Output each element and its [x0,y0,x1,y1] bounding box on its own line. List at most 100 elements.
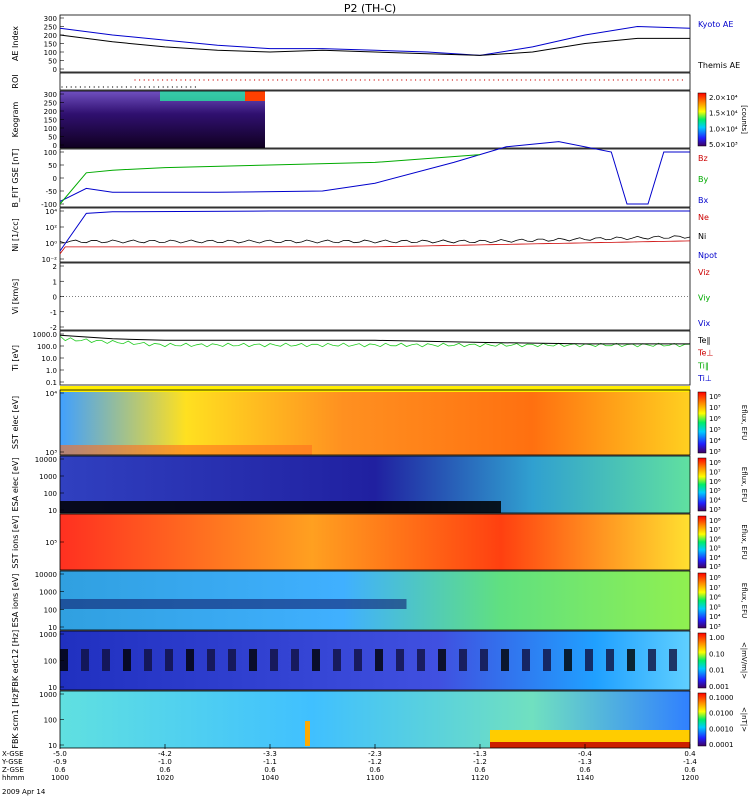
x-row-value: -1.1 [263,758,277,766]
colorbar-tick: 2.0×10⁴ [709,94,738,102]
y-tick-label: -1 [50,309,57,317]
y-tick-label: 2 [53,263,57,271]
colorbar-tick: 10⁴ [709,554,721,562]
y-tick-label: 10⁴ [45,208,57,216]
x-row-value: -3.3 [263,750,277,758]
x-row-value: 0.6 [579,766,591,774]
panel-ylabel: Vi [km/s] [11,279,20,315]
x-row-value: 1040 [261,774,279,782]
y-tick-label: 100 [44,606,57,614]
x-row-value: 1140 [576,774,594,782]
x-row-value: 1120 [471,774,489,782]
y-tick-label: 10² [45,224,57,232]
y-tick-label: 10³ [45,449,57,457]
colorbar-tick: 0.10 [709,650,725,658]
colorbar-tick: 10⁸ [709,574,721,582]
colorbar-tick: 10⁴ [709,437,721,445]
x-row-label: hhmm [2,774,25,782]
colorbar-tick: 0.01 [709,667,725,675]
y-tick-label: -50 [46,188,57,196]
y-tick-label: 10000 [35,456,57,464]
y-tick-label: 10 [48,684,57,692]
colorbar-tick: 1.00 [709,634,725,642]
colorbar [697,92,707,147]
colorbar [697,457,707,512]
panel-ylabel: Ni [1/cc] [11,218,20,252]
x-row-value: 0.6 [684,766,696,774]
colorbar-tick: 0.0100 [709,710,734,718]
x-row-value: -1.3 [473,750,487,758]
y-tick-label: 300 [44,15,57,23]
panel-bfit: B_FIT GSE [nT] 100 50 0 -50 -100 Bz By Bx [11,149,708,209]
y-tick-label: 300 [44,91,57,99]
y-tick-label: 0 [53,66,57,74]
y-tick-label: 100 [44,125,57,133]
colorbar-tick: 1.0×10⁴ [709,125,738,133]
colorbar-tick: 10³ [709,506,721,514]
panel-ylabel: Ti [eV] [11,345,20,372]
legend-entry: Ti∥ [697,361,709,370]
colorbar-label: Eflux, EFU [740,583,748,618]
colorbar-tick: 10³ [709,448,721,456]
colorbar-tick: 0.1000 [709,694,734,702]
colorbar [697,391,707,454]
y-tick-label: -100 [41,201,57,209]
y-tick-label: 10 [48,624,57,632]
y-tick-label: 200 [44,32,57,40]
y-tick-label: 10000 [35,571,57,579]
colorbar-label: <|nT|> [740,707,748,732]
y-tick-label: 1000 [39,691,57,699]
x-row-value: 0.6 [54,766,66,774]
legend-entry: Bx [698,196,708,205]
series-line-by [59,154,481,205]
colorbar-tick: 10⁵ [709,487,721,495]
y-tick-label: 0.1 [46,379,57,387]
colorbar-tick: 10³ [709,563,721,571]
legend-entry: Ti⊥ [697,374,712,383]
series-line-themis-ae [59,34,690,56]
panel-ylabel: ROI [11,74,20,88]
series-line-ti [59,334,690,345]
x-row-value: 0.6 [159,766,171,774]
x-row-label: Y-GSE [1,758,23,766]
y-tick-label: 0 [53,142,57,150]
x-row-value: 0.6 [474,766,486,774]
x-row-value: -0.4 [578,750,592,758]
series-line-bx [59,141,690,205]
panel-ylabel: SST elec [eV] [11,396,20,449]
x-axis: X-GSE -5.0 -4.2 -3.3 -2.3 -1.3 -0.4 0.4Y-GSE -0.… [1,744,699,796]
x-row-value: 0.6 [264,766,276,774]
colorbar-tick: 10⁶ [709,594,721,602]
legend-entry: Npot [698,251,717,260]
y-tick-label: 50 [48,162,57,170]
panel-ni: Ni [1/cc] 10⁴ 10² 10⁰ 10⁻² Ne Ni Npot [11,207,717,264]
x-row-value: -1.2 [368,758,382,766]
x-row-value: -2.3 [368,750,382,758]
legend-entry: Vix [698,319,711,328]
legend-entry: Ni [698,232,706,241]
colorbar-tick: 10⁴ [709,613,721,621]
colorbar-tick: 5.0×10³ [709,141,738,149]
series-line-kyoto-ae [59,25,691,56]
colorbar-label: Eflux, EFU [740,467,748,502]
y-tick-label: -2 [50,324,57,332]
panel-ylabel: ESA elec [eV] [11,458,20,512]
y-tick-label: 50 [48,134,57,142]
colorbar-tick: 10⁷ [709,404,721,412]
colorbar [697,572,707,629]
colorbar-tick: 10³ [709,623,721,631]
colorbar-tick: 10⁵ [709,426,721,434]
y-tick-label: 50 [48,58,57,66]
y-tick-label: 100 [44,149,57,157]
colorbar [697,692,707,747]
colorbar-tick: 10⁷ [709,584,721,592]
x-row-value: 1020 [156,774,174,782]
y-tick-label: 100 [44,717,57,725]
legend-entry: Ne [698,213,709,222]
legend-entry: Themis AE [697,61,740,70]
legend-entry: Kyoto AE [698,20,733,29]
colorbar-tick: 10⁶ [709,478,721,486]
y-tick-label: 150 [44,117,57,125]
